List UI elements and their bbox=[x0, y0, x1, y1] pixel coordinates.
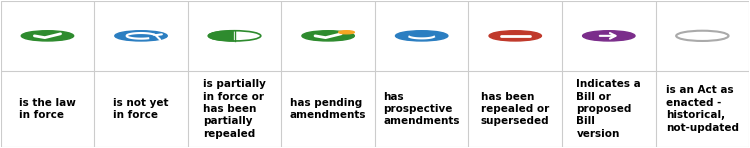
Circle shape bbox=[115, 31, 167, 41]
Text: is partially
in force or
has been
partially
repealed: is partially in force or has been partia… bbox=[203, 79, 266, 139]
Circle shape bbox=[338, 31, 354, 34]
Circle shape bbox=[583, 31, 635, 41]
Text: is not yet
in force: is not yet in force bbox=[113, 98, 169, 120]
Circle shape bbox=[489, 31, 542, 41]
Text: Indicates a
Bill or
proposed
Bill
version: Indicates a Bill or proposed Bill versio… bbox=[577, 79, 641, 139]
Text: has pending
amendments: has pending amendments bbox=[290, 98, 367, 120]
Text: has been
repealed or
superseded: has been repealed or superseded bbox=[481, 92, 550, 126]
Circle shape bbox=[395, 31, 448, 41]
Wedge shape bbox=[209, 31, 235, 41]
Circle shape bbox=[302, 31, 354, 41]
Text: has
prospective
amendments: has prospective amendments bbox=[383, 92, 460, 126]
Text: is an Act as
enacted -
historical,
not-updated: is an Act as enacted - historical, not-u… bbox=[666, 85, 739, 133]
Text: is the law
in force: is the law in force bbox=[19, 98, 76, 120]
Circle shape bbox=[21, 31, 74, 41]
Wedge shape bbox=[235, 31, 261, 41]
